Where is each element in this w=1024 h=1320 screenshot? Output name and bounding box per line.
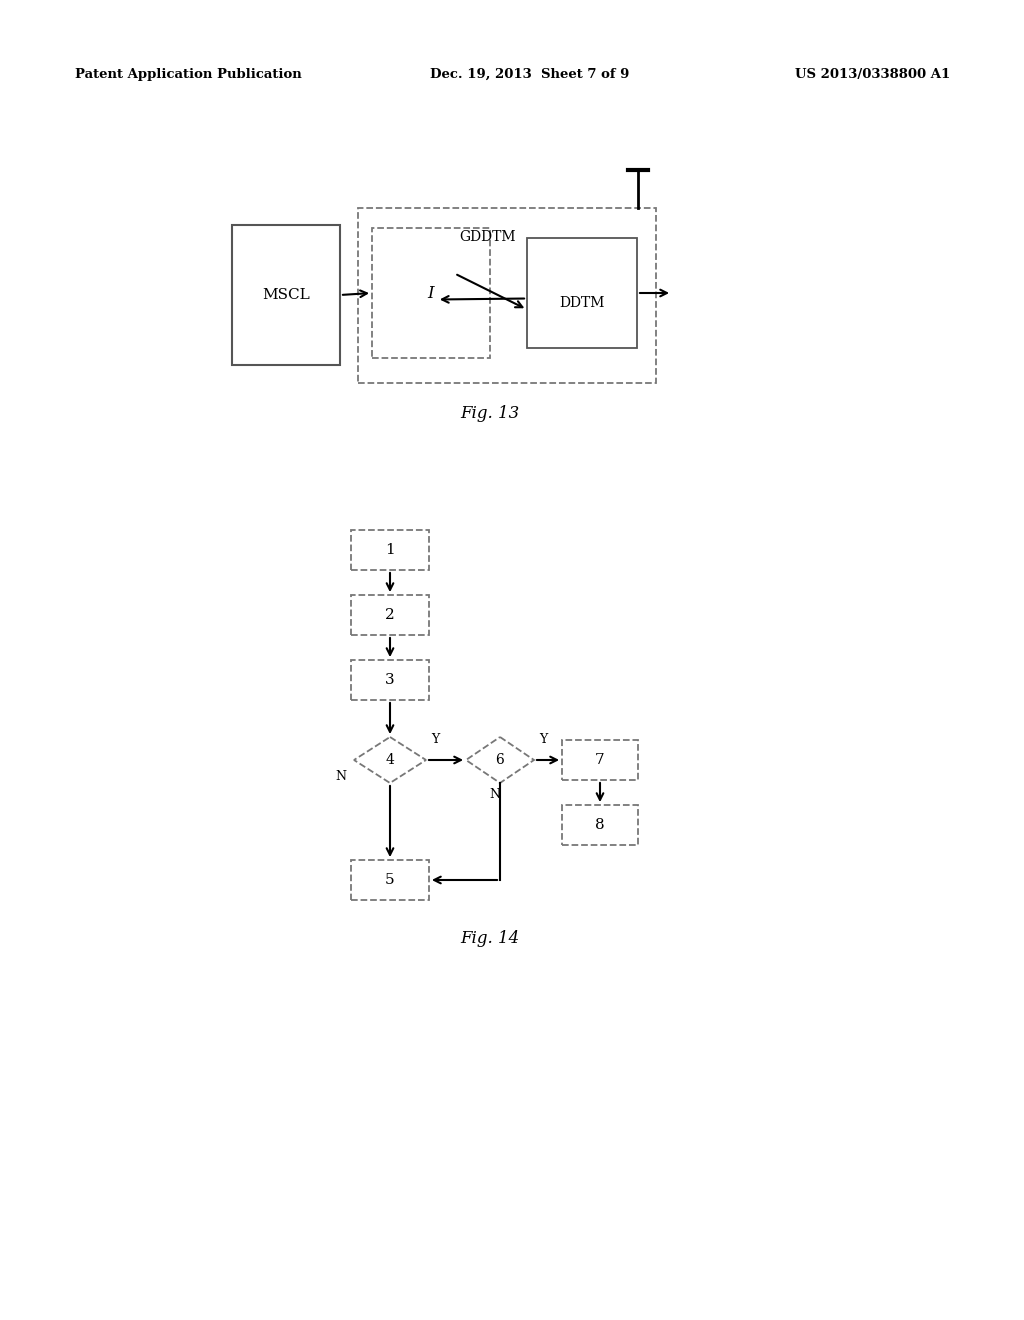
Text: 7: 7	[595, 752, 605, 767]
Bar	[232, 224, 340, 366]
Text: 8: 8	[595, 818, 605, 832]
Text: MSCL: MSCL	[262, 288, 310, 302]
Text: Fig. 13: Fig. 13	[461, 405, 519, 422]
Text: N: N	[489, 788, 501, 801]
Text: 5: 5	[385, 873, 395, 887]
Text: N: N	[335, 770, 346, 783]
Text: Fig. 14: Fig. 14	[461, 931, 519, 946]
Text: Y: Y	[539, 733, 547, 746]
Text: Patent Application Publication: Patent Application Publication	[75, 69, 302, 81]
Bar	[562, 805, 638, 845]
Text: Y: Y	[431, 733, 439, 746]
Text: 2: 2	[385, 609, 395, 622]
Bar	[351, 861, 429, 900]
Bar	[527, 238, 637, 348]
Text: 1: 1	[385, 543, 395, 557]
Text: 6: 6	[496, 752, 505, 767]
Text: US 2013/0338800 A1: US 2013/0338800 A1	[795, 69, 950, 81]
Bar	[351, 531, 429, 570]
Bar	[351, 595, 429, 635]
Text: 4: 4	[386, 752, 394, 767]
Text: DDTM: DDTM	[559, 296, 605, 310]
Bar	[562, 741, 638, 780]
Text: I: I	[428, 285, 434, 301]
Bar	[358, 209, 656, 383]
Text: Dec. 19, 2013  Sheet 7 of 9: Dec. 19, 2013 Sheet 7 of 9	[430, 69, 630, 81]
Text: GDDTM: GDDTM	[459, 230, 515, 244]
Bar	[372, 228, 490, 358]
Text: 3: 3	[385, 673, 395, 686]
Bar	[351, 660, 429, 700]
